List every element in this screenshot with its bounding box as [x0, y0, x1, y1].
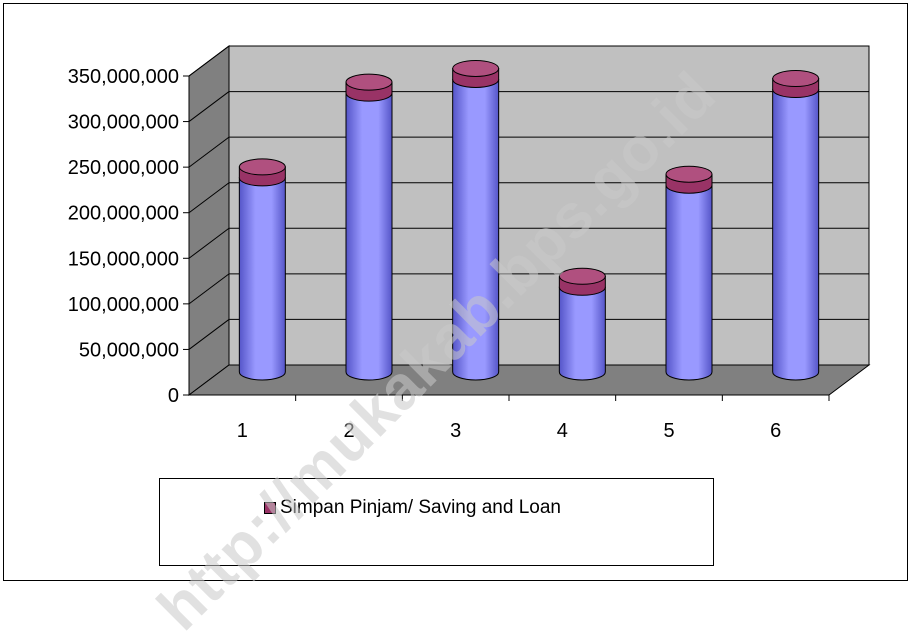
cylinder-top	[772, 70, 820, 88]
y-tick-label: 0	[168, 385, 179, 407]
gridline-side	[188, 319, 230, 350]
cylinder-top	[558, 267, 606, 285]
x-tick-label: 6	[770, 420, 781, 442]
cylinder-top	[345, 73, 393, 91]
y-tick-label: 150,000,000	[68, 248, 179, 270]
legend-item: Simpan Pinjam/ Saving and Loan	[264, 497, 561, 519]
gridline-side	[188, 227, 230, 259]
x-tick-label: 5	[663, 420, 674, 442]
side-wall	[188, 45, 230, 396]
y-tick-label: 300,000,000	[68, 112, 179, 134]
cylinder-body	[665, 184, 713, 381]
bar-chart: 0 50,000,000 100,000,000 150,000,000 200,000…	[68, 45, 871, 442]
chart-frame: 0 50,000,000 100,000,000 150,000,000 200,000…	[3, 3, 908, 643]
gridline-side	[188, 273, 230, 305]
cylinder-body	[772, 89, 820, 381]
cylinder-top	[665, 165, 713, 183]
cylinder-top	[238, 158, 286, 176]
back-wall	[228, 45, 870, 366]
floor	[187, 364, 871, 396]
y-tick-label: 350,000,000	[68, 66, 179, 88]
cylinder-body	[345, 92, 393, 381]
gridline-side	[188, 136, 230, 168]
x-tick-label: 2	[343, 420, 354, 442]
cylinder-body	[238, 177, 286, 381]
legend-swatch	[264, 502, 276, 514]
y-tick-label: 200,000,000	[68, 203, 179, 225]
cylinder-body	[452, 78, 500, 381]
gridline-side	[188, 45, 230, 77]
y-tick-label: 50,000,000	[79, 339, 179, 361]
legend-label: Simpan Pinjam/ Saving and Loan	[280, 497, 561, 518]
y-tick-label: 100,000,000	[68, 294, 179, 316]
cylinder-body	[558, 286, 606, 381]
gridline-side	[188, 182, 230, 214]
cylinder-top	[452, 59, 500, 77]
gridline-side	[188, 91, 230, 122]
y-tick-label: 250,000,000	[68, 157, 179, 179]
x-tick-label: 1	[237, 420, 248, 442]
legend: Simpan Pinjam/ Saving and Loan	[159, 478, 714, 566]
x-tick-label: 3	[450, 420, 461, 442]
x-tick-label: 4	[557, 420, 568, 442]
